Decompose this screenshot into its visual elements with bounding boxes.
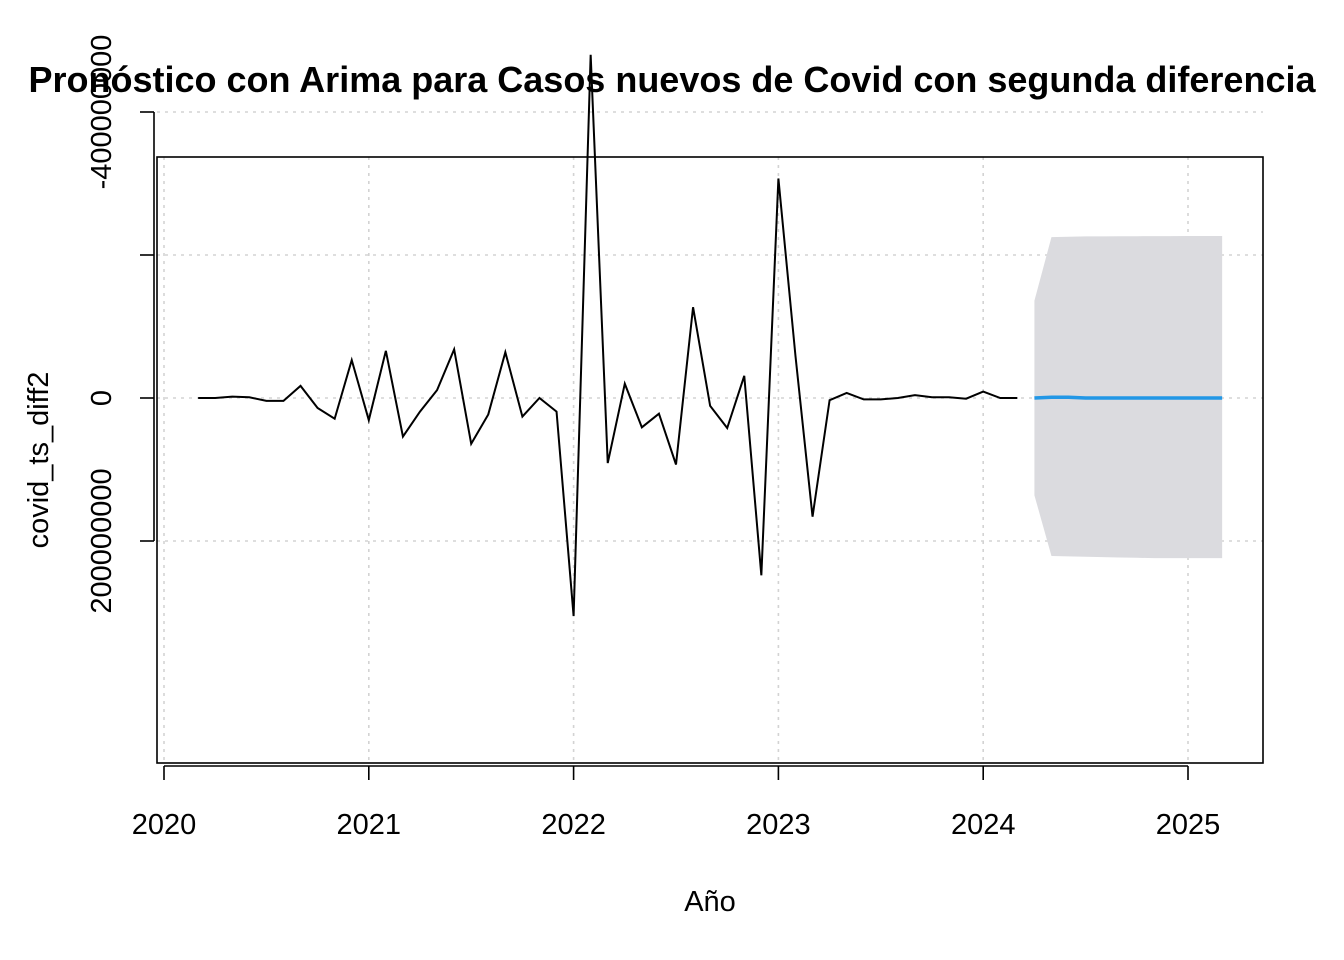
y-tick-label: 200000000 <box>86 468 118 613</box>
y-tick-label: -400000000 <box>86 35 118 190</box>
x-tick-label: 2025 <box>1156 809 1221 841</box>
y-tick-label: 0 <box>86 390 118 406</box>
x-tick-label: 2023 <box>746 809 811 841</box>
series-lines <box>198 54 1223 617</box>
x-tick-label: 2022 <box>541 809 606 841</box>
y-axis-label: covid_ts_diff2 <box>23 372 55 549</box>
x-tick-label: 2020 <box>132 809 197 841</box>
plot-frame <box>156 156 1264 764</box>
forecast-series-line <box>1034 395 1223 400</box>
x-tick-label: 2021 <box>337 809 402 841</box>
observed-series-line <box>198 54 1018 617</box>
x-tick-label: 2024 <box>951 809 1016 841</box>
y-axis: -400000000 0 200000000 <box>86 35 155 614</box>
x-axis-label: Año <box>684 886 736 918</box>
chart-title: Pronóstico con Arima para Casos nuevos d… <box>29 59 1317 100</box>
x-axis: 2020 2021 2022 2023 2024 2025 <box>132 765 1221 841</box>
